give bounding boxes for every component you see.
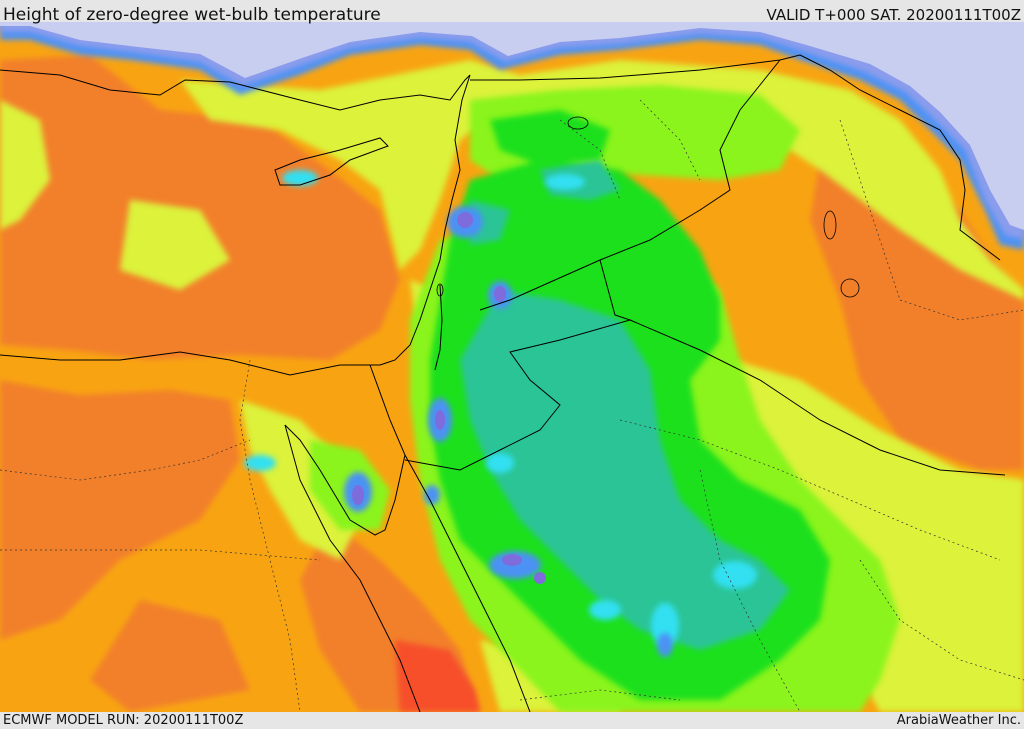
cold-band-violet: [0, 22, 1024, 240]
province-boundaries: [0, 99, 1024, 712]
wet-bulb-field-svg: [0, 22, 1024, 712]
weather-map[interactable]: [0, 22, 1024, 712]
credit-label: ArabiaWeather Inc.: [896, 713, 1021, 728]
map-header: Height of zero-degree wet-bulb temperatu…: [0, 0, 1024, 25]
cold-band-lowest: [0, 22, 1024, 230]
red-orange-patch: [395, 640, 480, 712]
dark-orange-areas: [0, 55, 1024, 712]
valid-time-label: VALID T+000 SAT. 20200111T00Z: [766, 6, 1021, 24]
lakes: [436, 116, 860, 298]
model-run-label: ECMWF MODEL RUN: 20200111T00Z: [3, 713, 244, 728]
map-title: Height of zero-degree wet-bulb temperatu…: [3, 5, 381, 25]
map-footer: ECMWF MODEL RUN: 20200111T00Z ArabiaWeat…: [0, 712, 1024, 729]
country-boundaries: [0, 54, 1006, 712]
violet-spots: [352, 212, 546, 584]
